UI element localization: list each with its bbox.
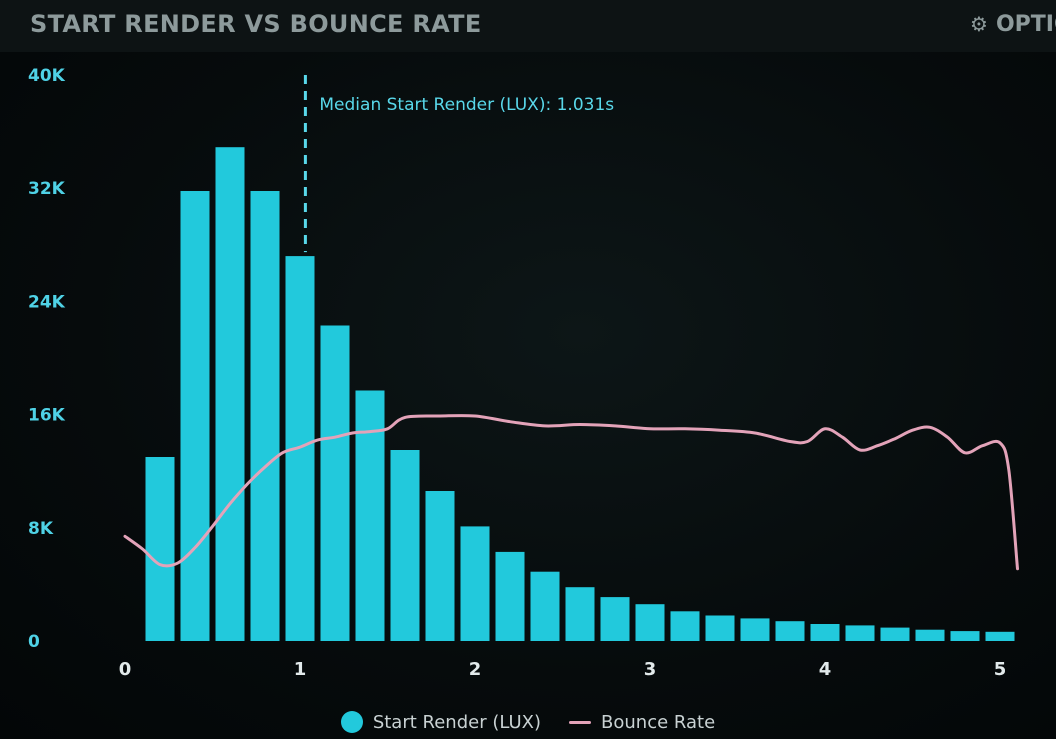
bar xyxy=(530,571,560,641)
y-tick-label: 0 xyxy=(28,632,40,652)
bar xyxy=(390,450,420,641)
chart-title: START RENDER VS BOUNCE RATE xyxy=(30,10,482,38)
bar xyxy=(250,191,280,641)
legend-item-bounce-rate[interactable]: Bounce Rate xyxy=(569,712,715,733)
bar xyxy=(705,615,735,641)
legend-swatch-dot xyxy=(340,711,363,733)
bar xyxy=(810,624,840,641)
bar xyxy=(880,627,910,641)
x-tick-label: 3 xyxy=(644,659,657,680)
y-tick-label: 40K xyxy=(28,66,66,86)
x-tick-label: 4 xyxy=(819,659,832,680)
bar xyxy=(775,621,805,641)
bar xyxy=(670,611,700,641)
bar xyxy=(845,625,875,641)
x-tick-label: 0 xyxy=(119,659,132,680)
x-tick-label: 1 xyxy=(294,659,307,680)
panel-header: START RENDER VS BOUNCE RATE ⚙ OPTIONS xyxy=(0,0,1056,52)
options-button[interactable]: ⚙ OPTIONS xyxy=(970,12,1056,42)
y-tick-label: 32K xyxy=(28,179,66,199)
x-axis: 0 1 2 3 4 5 xyxy=(119,659,1007,680)
annotation-layer: Median Start Render (LUX): 1.031s xyxy=(303,75,614,253)
bar xyxy=(985,631,1015,641)
gear-icon: ⚙ xyxy=(970,12,988,36)
bar-series xyxy=(145,147,1015,641)
y-tick-label: 24K xyxy=(28,292,66,312)
y-tick-label: 16K xyxy=(28,406,66,426)
legend-label-bounce-rate: Bounce Rate xyxy=(601,711,716,733)
line-series xyxy=(123,414,1019,571)
bar xyxy=(600,597,630,641)
chart-legend: Start Render (LUX) Bounce Rate xyxy=(0,706,1056,738)
bar xyxy=(425,491,455,641)
bounce-rate-line xyxy=(123,414,1019,571)
options-label: OPTIONS xyxy=(995,12,1056,37)
bar xyxy=(635,604,665,641)
bar xyxy=(565,587,595,641)
bar xyxy=(460,526,490,641)
bar xyxy=(145,457,175,641)
y-axis: 0 8K 16K 24K 32K 40K xyxy=(28,66,66,652)
bar xyxy=(355,390,385,641)
bar xyxy=(740,618,770,641)
y-tick-label: 8K xyxy=(28,519,54,539)
bar xyxy=(320,325,350,641)
bar xyxy=(950,631,980,641)
legend-item-start-render[interactable]: Start Render (LUX) xyxy=(340,711,542,733)
bar xyxy=(215,147,245,641)
legend-swatch-line xyxy=(569,720,592,724)
median-annotation-label: Median Start Render (LUX): 1.031s xyxy=(319,95,614,115)
bar xyxy=(915,629,945,641)
bar xyxy=(495,551,525,641)
x-tick-label: 2 xyxy=(469,659,482,680)
x-tick-label: 5 xyxy=(994,659,1007,680)
bar xyxy=(180,191,210,641)
legend-label-start-render: Start Render (LUX) xyxy=(372,711,542,733)
